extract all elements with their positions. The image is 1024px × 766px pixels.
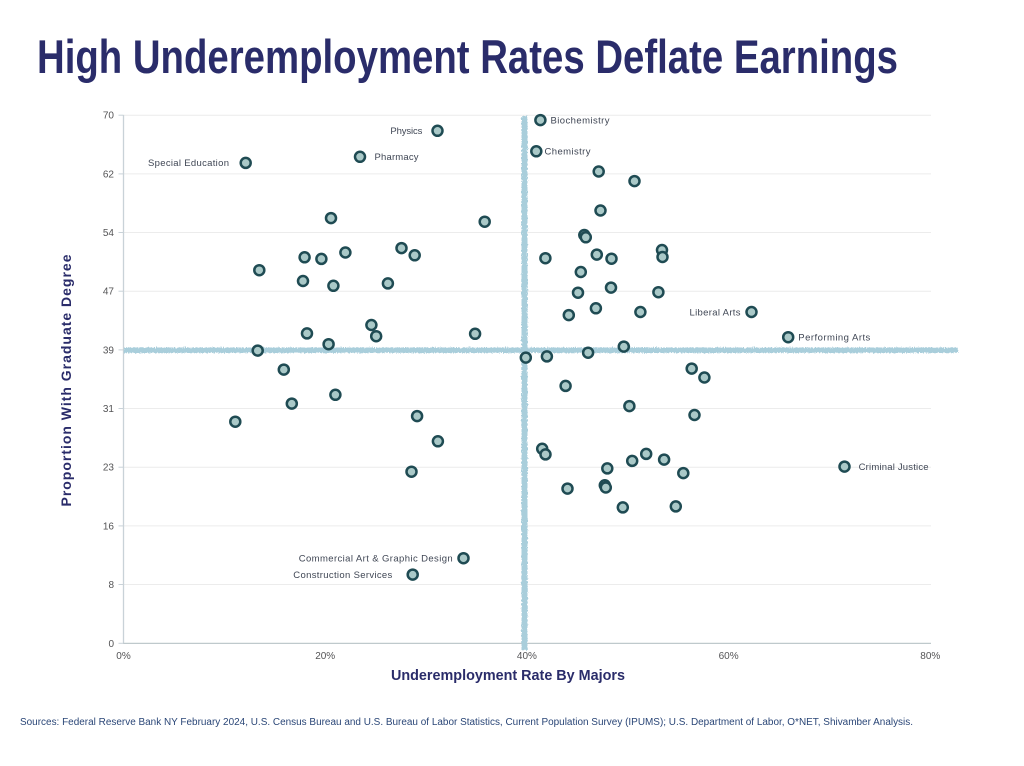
svg-text:Liberal Arts: Liberal Arts <box>690 307 741 318</box>
svg-text:20%: 20% <box>315 651 335 662</box>
svg-text:0%: 0% <box>116 651 131 662</box>
svg-text:40%: 40% <box>517 651 537 662</box>
svg-text:Performing Arts: Performing Arts <box>798 333 870 344</box>
svg-text:Underemployment Rate By Majors: Underemployment Rate By Majors <box>391 667 625 684</box>
svg-text:31: 31 <box>103 404 115 415</box>
svg-text:80%: 80% <box>920 651 940 662</box>
svg-text:Physics: Physics <box>390 126 422 137</box>
svg-text:70: 70 <box>103 111 115 122</box>
svg-text:60%: 60% <box>719 651 739 662</box>
svg-text:Special Education: Special Education <box>148 158 229 169</box>
svg-text:Sources: Federal Reserve Bank: Sources: Federal Reserve Bank NY Februar… <box>20 717 913 728</box>
svg-text:Commercial Art & Graphic Desig: Commercial Art & Graphic Design <box>299 554 453 565</box>
svg-text:62: 62 <box>103 169 115 180</box>
svg-text:8: 8 <box>108 580 114 591</box>
svg-text:Pharmacy: Pharmacy <box>375 152 419 163</box>
svg-text:16: 16 <box>103 521 115 532</box>
svg-text:Biochemistry: Biochemistry <box>551 115 610 126</box>
svg-text:Construction Services: Construction Services <box>293 570 392 581</box>
svg-text:0: 0 <box>108 639 114 650</box>
svg-text:23: 23 <box>103 463 115 474</box>
svg-text:39: 39 <box>103 345 115 356</box>
svg-text:54: 54 <box>103 228 115 239</box>
svg-text:High Underemployment Rates Def: High Underemployment Rates Deflate Earni… <box>37 30 898 83</box>
svg-text:47: 47 <box>103 287 115 298</box>
svg-text:Criminal Justice: Criminal Justice <box>859 462 929 473</box>
svg-text:Chemistry: Chemistry <box>545 147 591 158</box>
svg-text:Proportion With Graduate Degre: Proportion With Graduate Degree <box>58 254 74 506</box>
